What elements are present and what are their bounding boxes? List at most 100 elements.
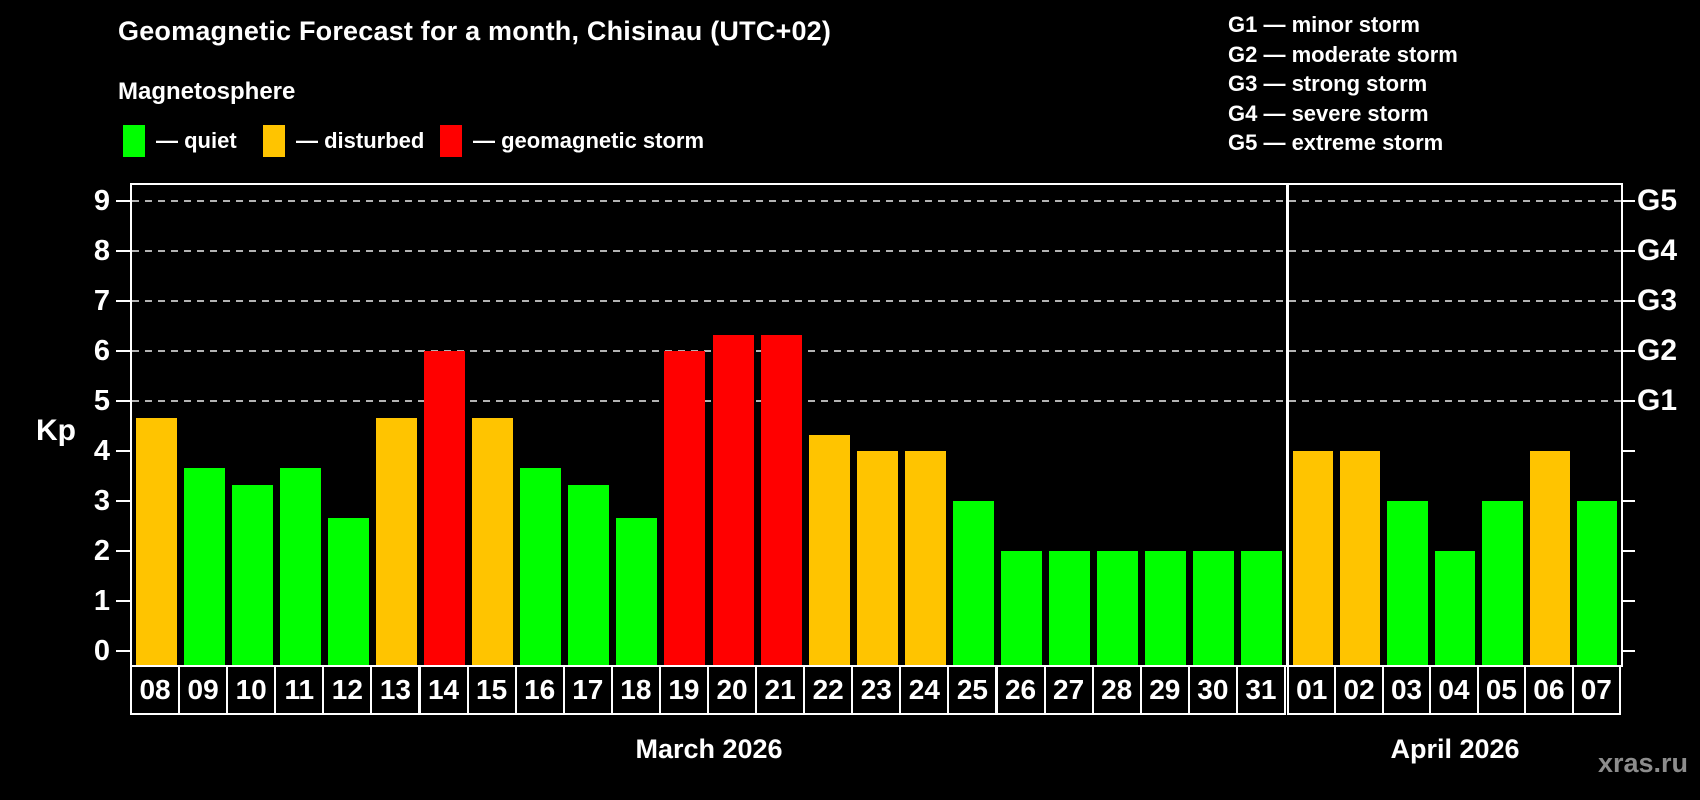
legend-item-disturbed: — disturbed	[263, 124, 424, 158]
kp-8-gridline	[132, 250, 1621, 252]
day-label-10: 10	[226, 665, 277, 715]
kp-bar-march-18	[616, 517, 658, 665]
kp-tick-right-7	[1621, 300, 1635, 302]
day-label-17: 17	[562, 665, 613, 715]
kp-bar-march-13	[375, 417, 417, 665]
g-axis-label-g4: G4	[1637, 234, 1678, 267]
kp-bar-march-14	[424, 351, 466, 665]
day-label-24: 24	[899, 665, 950, 715]
kp-tick-label-7: 7	[93, 285, 110, 317]
kp-tick-left-7	[116, 300, 130, 302]
kp-tick-left-1	[116, 600, 130, 602]
kp-6-gridline	[132, 350, 1621, 352]
kp-tick-right-0	[1621, 650, 1635, 652]
legend-item-quiet: — quiet	[123, 124, 237, 158]
g5-legend-line: G5 — extreme storm	[1228, 130, 1444, 155]
day-label-26: 26	[995, 665, 1046, 715]
g-axis-label-g5: G5	[1637, 184, 1678, 217]
kp-bar-march-08	[135, 417, 177, 665]
kp-tick-label-2: 2	[93, 535, 110, 567]
kp-tick-right-2	[1621, 550, 1635, 552]
kp-tick-right-1	[1621, 600, 1635, 602]
day-label-29: 29	[1139, 665, 1190, 715]
day-label-01: 01	[1287, 665, 1337, 715]
kp-9-gridline	[132, 200, 1621, 202]
kp-5-gridline	[132, 400, 1621, 402]
kp-tick-left-3	[116, 500, 130, 502]
day-label-08: 08	[130, 665, 181, 715]
kp-tick-left-4	[116, 450, 130, 452]
kp-tick-label-9: 9	[93, 185, 110, 217]
watermark: xras.ru	[1597, 748, 1688, 778]
kp-tick-left-6	[116, 350, 130, 352]
kp-tick-right-3	[1621, 500, 1635, 502]
kp-bar-april-06	[1529, 451, 1571, 665]
kp-tick-label-1: 1	[93, 585, 110, 617]
day-label-27: 27	[1043, 665, 1094, 715]
day-label-15: 15	[466, 665, 517, 715]
kp-tick-right-6	[1621, 350, 1635, 352]
month-label-march: March 2026	[635, 734, 783, 764]
kp-bar-march-16	[520, 467, 562, 665]
kp-bar-march-12	[327, 517, 369, 665]
month-separator	[1286, 185, 1289, 665]
kp-bar-march-21	[760, 334, 802, 665]
g1-legend-line: G1 — minor storm	[1228, 12, 1420, 37]
day-label-28: 28	[1091, 665, 1142, 715]
kp-tick-label-3: 3	[93, 485, 110, 517]
day-label-22: 22	[803, 665, 854, 715]
day-label-07: 07	[1571, 665, 1621, 715]
day-label-12: 12	[322, 665, 373, 715]
kp-7-gridline	[132, 300, 1621, 302]
day-label-09: 09	[178, 665, 229, 715]
day-label-06: 06	[1524, 665, 1574, 715]
kp-tick-right-4	[1621, 450, 1635, 452]
day-label-04: 04	[1429, 665, 1479, 715]
kp-bar-march-30	[1193, 551, 1235, 665]
g-axis-label-g2: G2	[1637, 334, 1678, 367]
legend-quiet-label: — quiet	[156, 128, 237, 153]
kp-bar-april-02	[1339, 451, 1381, 665]
kp-bar-march-27	[1049, 551, 1091, 665]
g-axis-label-g1: G1	[1637, 384, 1678, 417]
kp-bar-march-20	[712, 334, 754, 665]
day-label-30: 30	[1187, 665, 1238, 715]
kp-bar-march-15	[472, 417, 514, 665]
kp-bar-april-03	[1387, 501, 1428, 665]
kp-bar-march-24	[904, 451, 946, 665]
kp-tick-label-5: 5	[93, 385, 110, 417]
chart-title: Geomagnetic Forecast for a month, Chisin…	[118, 16, 832, 46]
disturbed-swatch-icon	[263, 125, 285, 157]
day-label-05: 05	[1476, 665, 1527, 715]
kp-tick-left-8	[116, 250, 130, 252]
kp-bar-april-01	[1292, 451, 1333, 665]
g4-legend-line: G4 — severe storm	[1228, 100, 1429, 126]
g-scale-legend: G1 — minor storm G2 — moderate storm G3 …	[1228, 10, 1458, 158]
legend-storm-label: — geomagnetic storm	[473, 128, 705, 153]
day-label-18: 18	[610, 665, 661, 715]
day-label-23: 23	[851, 665, 902, 715]
kp-tick-left-9	[116, 200, 130, 202]
kp-tick-right-5	[1621, 400, 1635, 402]
day-label-21: 21	[755, 665, 806, 715]
kp-bar-march-19	[664, 351, 706, 665]
g3-legend-line: G3 — strong storm	[1228, 71, 1428, 96]
day-label-13: 13	[370, 665, 421, 715]
kp-tick-left-5	[116, 400, 130, 402]
kp-bar-march-25	[952, 501, 994, 665]
kp-bar-march-23	[856, 451, 898, 665]
kp-bar-march-28	[1097, 551, 1139, 665]
kp-tick-right-9	[1621, 200, 1635, 202]
kp-tick-label-0: 0	[93, 635, 110, 667]
kp-bar-april-05	[1482, 501, 1523, 665]
magnetosphere-label: Magnetosphere	[118, 78, 296, 105]
kp-bar-march-09	[183, 467, 225, 665]
kp-bar-march-11	[279, 467, 321, 665]
kp-tick-label-6: 6	[93, 335, 110, 367]
g2-legend-line: G2 — moderate storm	[1228, 41, 1458, 67]
kp-tick-left-0	[116, 650, 130, 652]
day-label-19: 19	[658, 665, 709, 715]
kp-tick-label-4: 4	[93, 435, 110, 467]
storm-swatch-icon	[440, 125, 462, 157]
